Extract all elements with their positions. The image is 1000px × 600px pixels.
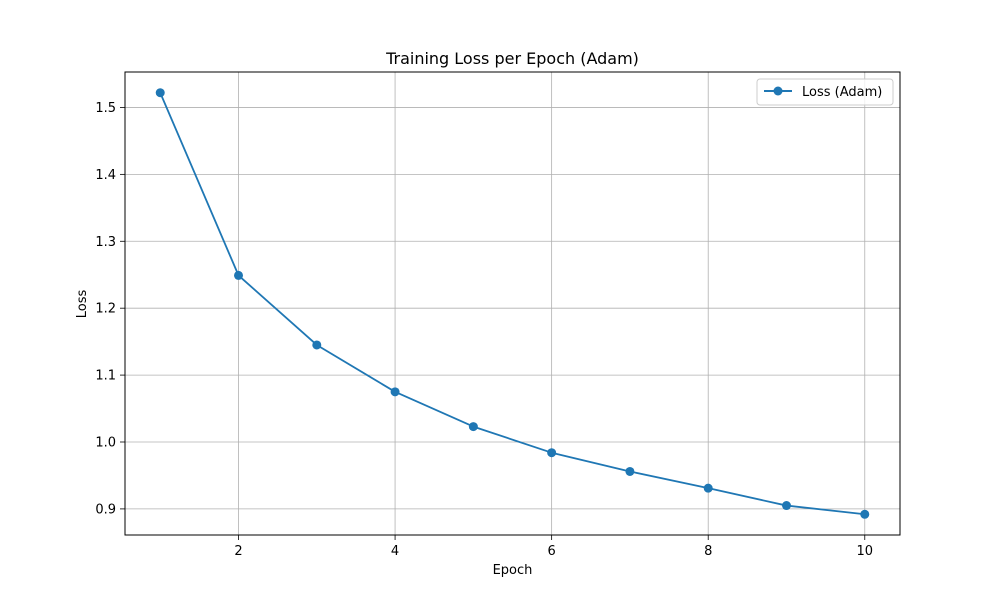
y-tick-label: 1.1 [95,369,116,384]
data-point-marker [703,483,713,493]
y-axis-label: Loss [75,290,90,319]
data-point-marker [312,340,322,350]
data-point-marker [625,466,635,476]
series-line-loss-adam [159,91,866,516]
y-tick-label: 1.2 [95,302,116,317]
plot-area-frame [124,71,901,536]
data-point-marker [468,422,478,432]
x-axis-label: Epoch [493,563,533,578]
y-tick-label: 1.5 [95,101,116,116]
data-point-marker [390,387,400,397]
data-point-marker [155,88,165,98]
data-point-marker [547,448,557,458]
y-tick-label: 0.9 [95,502,116,517]
data-point-marker [234,270,244,280]
data-point-marker [781,501,791,511]
y-tick-label: 1.0 [95,435,116,450]
legend-marker-swatch [773,86,783,96]
legend-box [756,78,894,106]
x-tick-label: 10 [856,544,873,559]
x-tick-label: 4 [391,544,399,559]
legend: Loss (Adam) [756,78,894,106]
chart-title: Training Loss per Epoch (Adam) [385,49,639,68]
axis-ticks: 2 4 6 8 10 0.9 1.0 1.1 1.2 1.3 1.4 1.5 [95,101,873,559]
x-tick-label: 2 [234,544,242,559]
x-tick-label: 6 [548,544,556,559]
legend-label: Loss (Adam) [802,85,882,100]
grid-lines [125,72,900,535]
y-tick-label: 1.4 [95,168,116,183]
data-point-marker [860,509,870,519]
series-group [155,88,870,519]
y-tick-label: 1.3 [95,235,116,250]
x-tick-label: 8 [704,544,712,559]
